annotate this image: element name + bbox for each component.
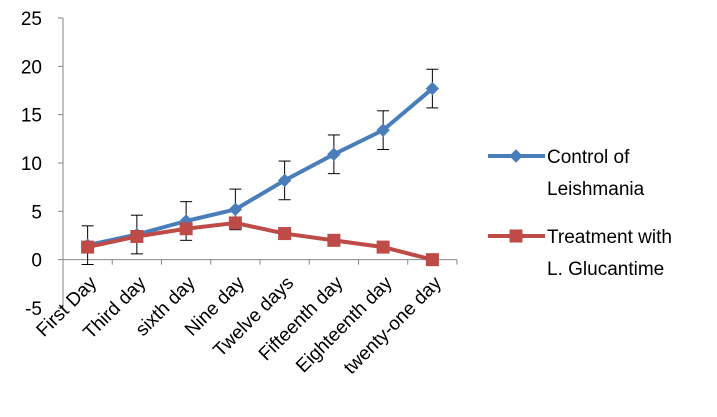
y-axis-ticks: -5 0 5 10 15 20 25 [21,9,63,320]
y-tick-label: 0 [31,251,42,272]
data-point [425,81,440,96]
data-point [228,202,243,217]
data-point [81,240,95,254]
legend: Control of Leishmania Treatment with L. Glu… [488,147,672,280]
legend-label: Leishmania [547,179,645,200]
data-point [376,240,390,254]
data-point [327,233,341,247]
legend-label: Treatment with [547,227,672,248]
y-tick-label: 25 [21,9,42,30]
data-point [179,222,193,236]
data-point [130,229,144,243]
series-line [85,86,435,248]
data-point [509,149,523,163]
data-point [425,253,439,267]
data-point [509,229,523,243]
data-point [228,216,242,230]
data-point [278,227,292,241]
y-tick-label: 15 [21,106,42,127]
legend-label: L. Glucantime [547,259,664,280]
y-tick-label: -5 [25,299,42,320]
y-tick-label: 5 [31,202,42,223]
y-tick-label: 20 [21,57,42,78]
series-line [85,220,435,262]
y-tick-label: 10 [21,154,42,175]
data-point [277,173,292,188]
data-point [376,123,390,137]
legend-label: Control of [547,147,630,168]
data-point [327,147,341,162]
data-series [80,81,440,267]
